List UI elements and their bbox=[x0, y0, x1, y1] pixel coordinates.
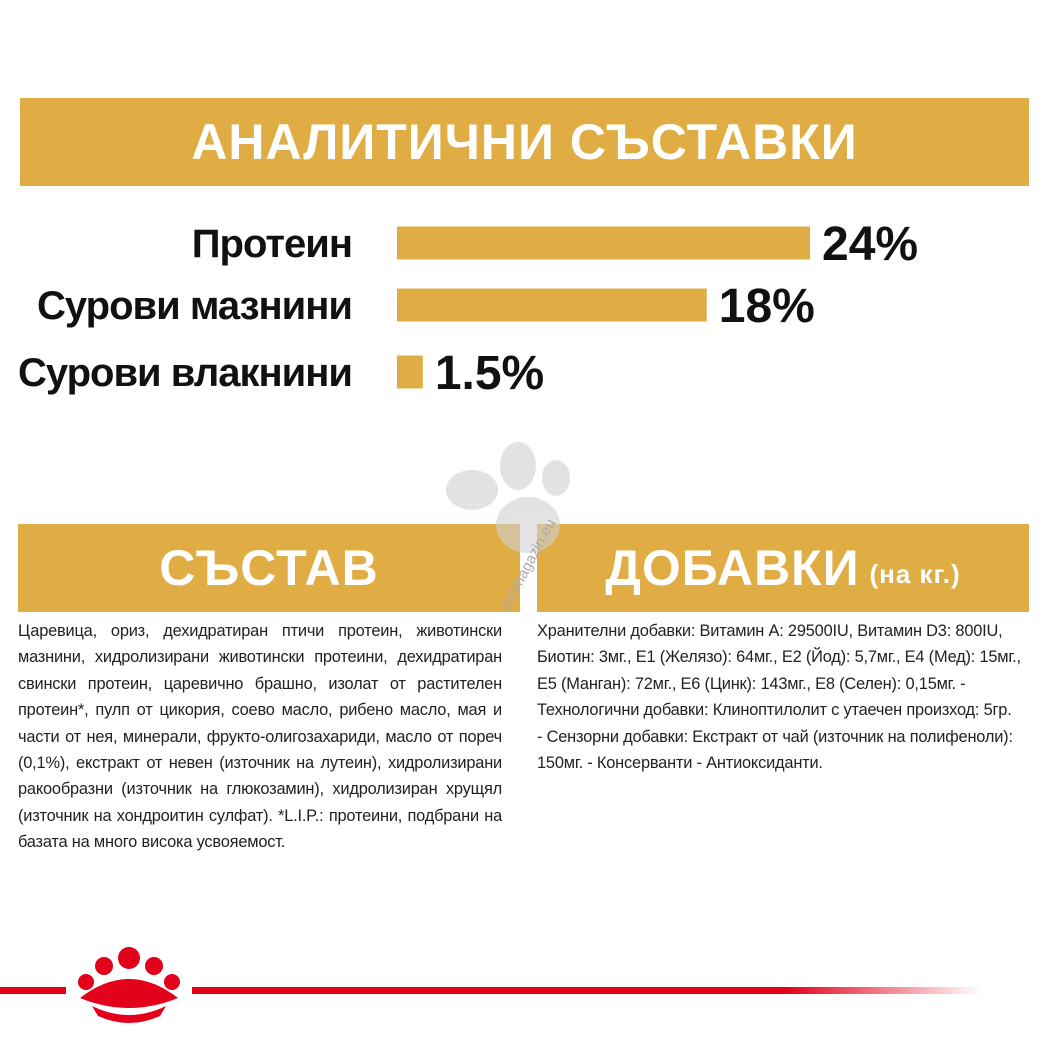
value-label: 1.5% bbox=[435, 347, 544, 400]
category-label: Протеин bbox=[192, 222, 352, 266]
bar bbox=[397, 226, 810, 260]
bar bbox=[397, 355, 423, 389]
category-label: Сурови влакнини bbox=[18, 351, 352, 395]
value-label: 24% bbox=[822, 218, 918, 271]
additives-header: ДОБАВКИ (на кг.) bbox=[537, 524, 1029, 612]
additives-text: Хранителни добавки: Витамин А: 29500IU, … bbox=[537, 622, 1021, 773]
additives-title: ДОБАВКИ bbox=[605, 540, 860, 596]
value-label: 18% bbox=[719, 280, 815, 333]
bar bbox=[397, 288, 707, 322]
additives-unit: (на кг.) bbox=[869, 558, 961, 589]
composition-title: СЪСТАВ bbox=[18, 524, 520, 612]
category-label: Сурови мазнини bbox=[37, 284, 352, 328]
composition-text: Царевица, ориз, дехидратиран птичи проте… bbox=[18, 622, 502, 852]
analytics-title: АНАЛИТИЧНИ СЪСТАВКИ bbox=[20, 98, 1029, 186]
